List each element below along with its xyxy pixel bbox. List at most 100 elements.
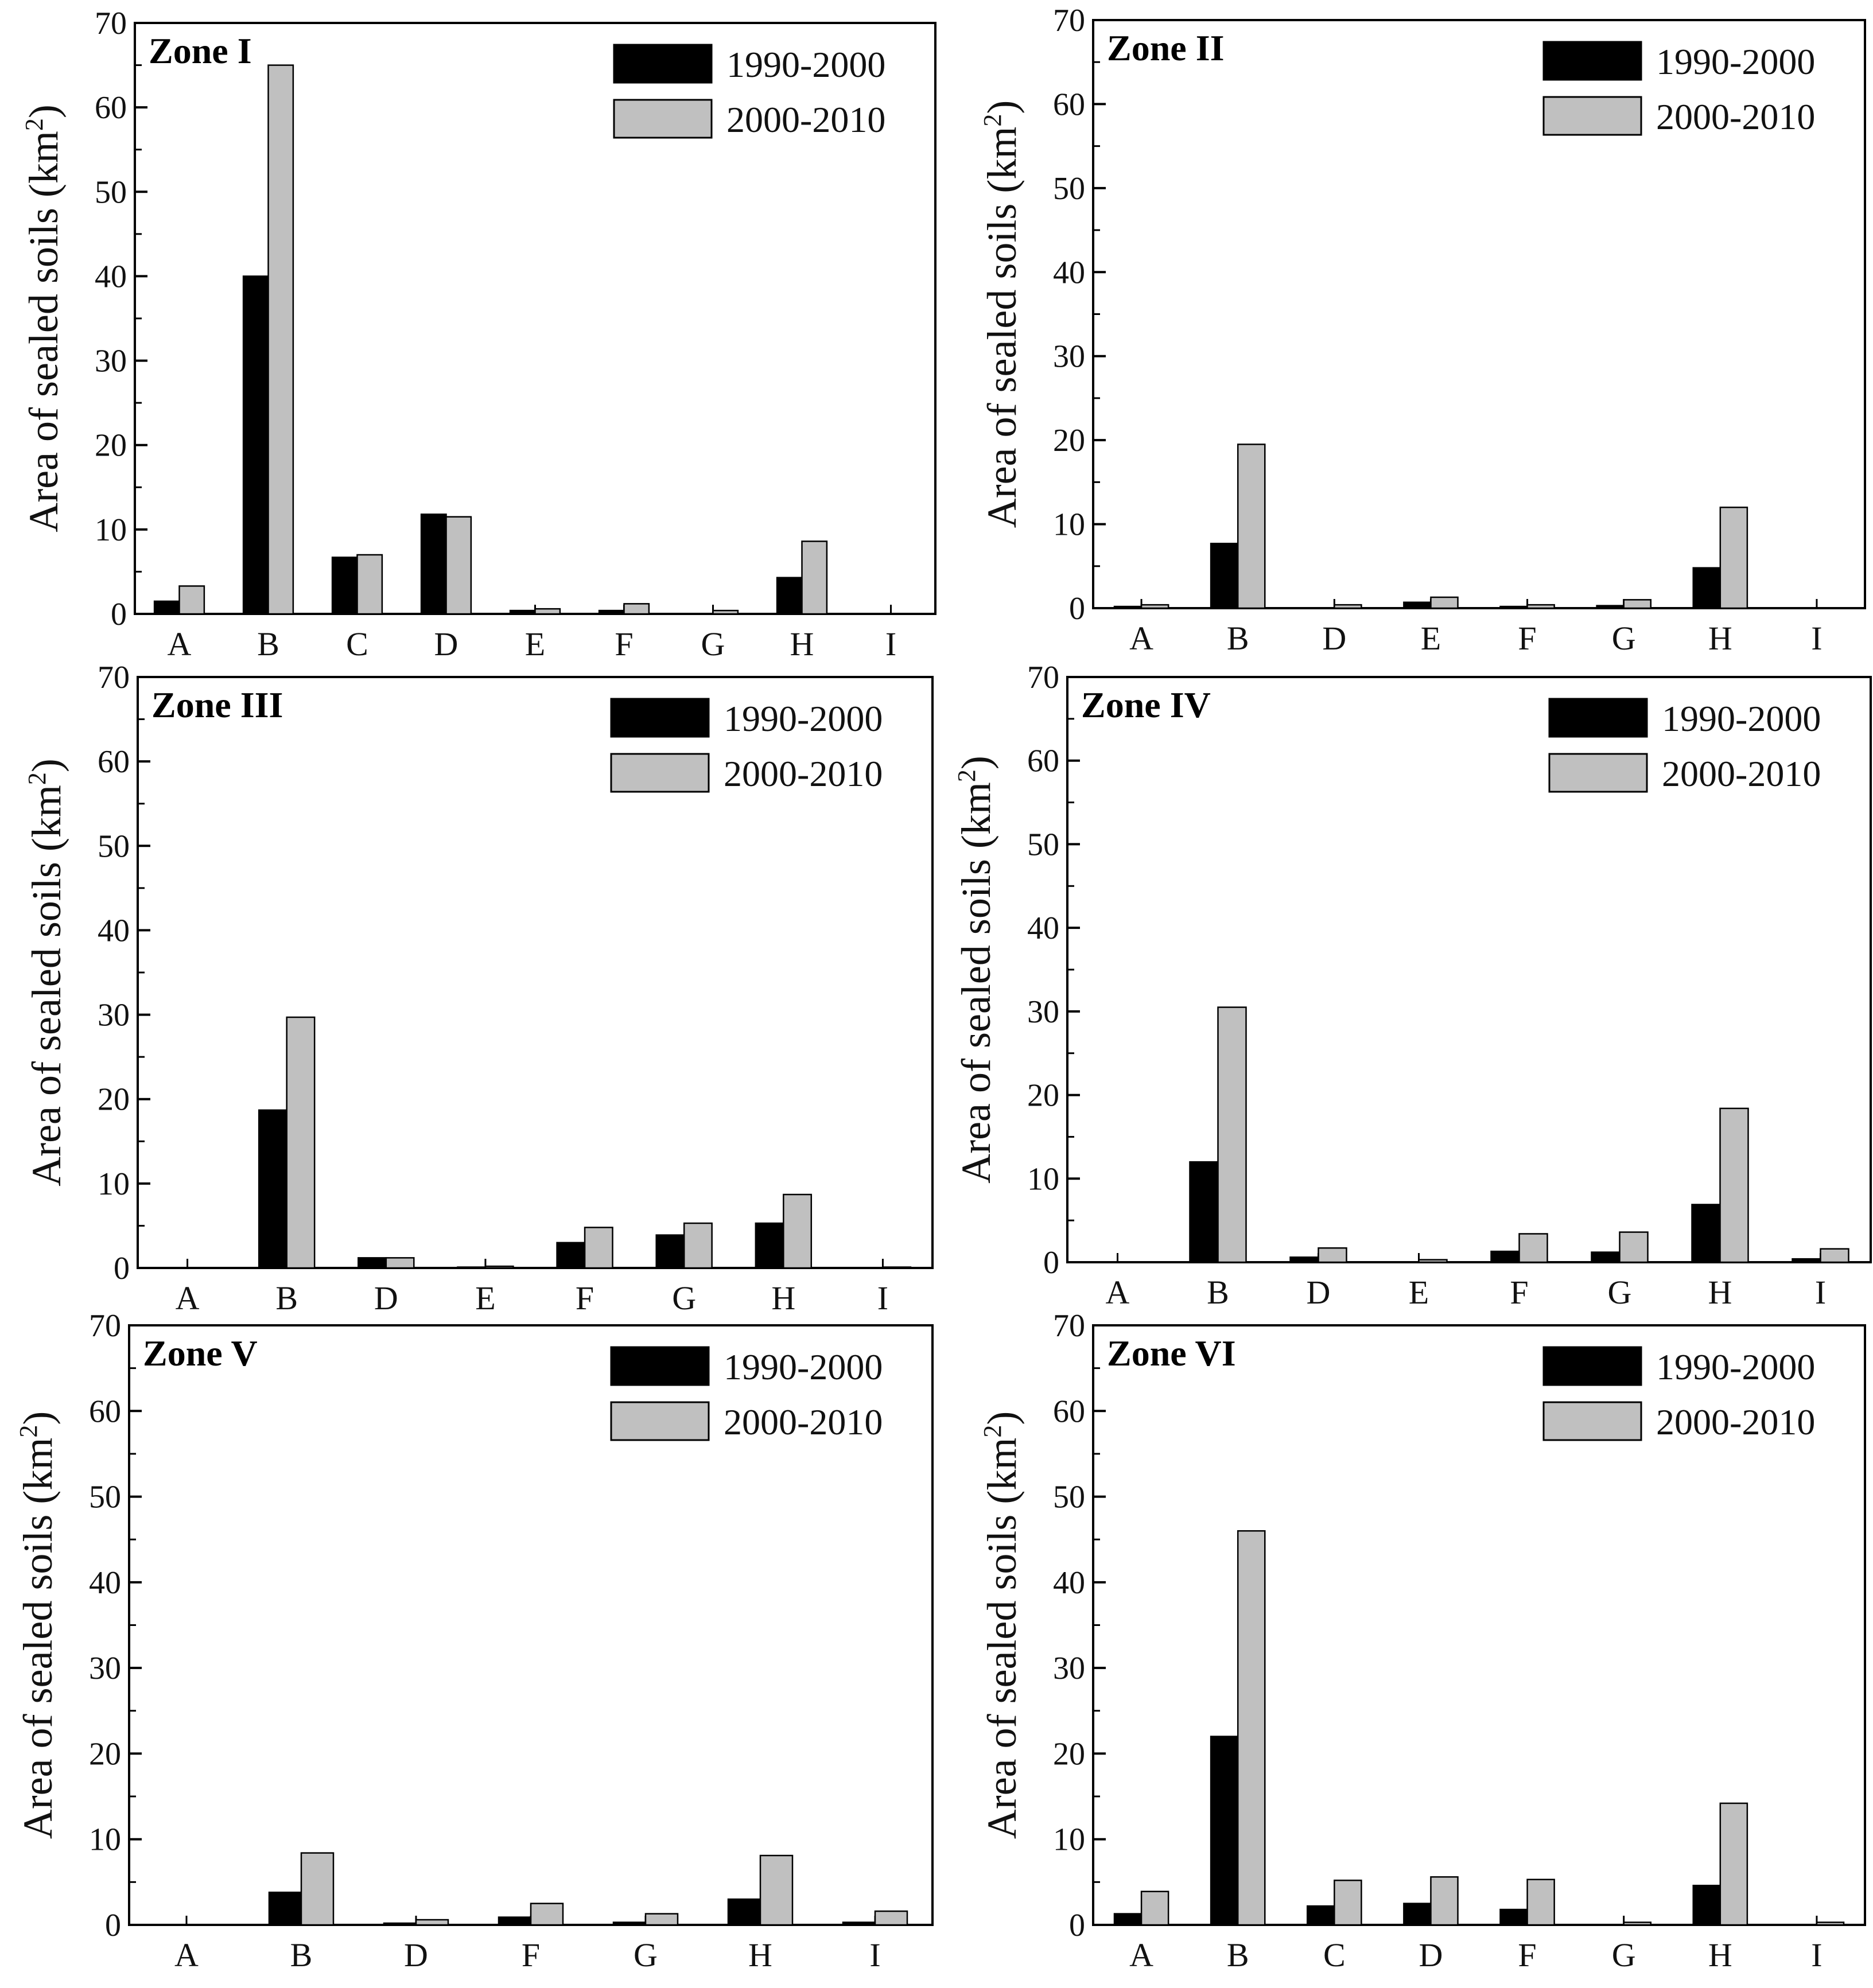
x-category-label: H: [790, 625, 814, 663]
legend-swatch: [610, 1401, 710, 1441]
y-axis-label-close: ): [21, 104, 67, 118]
bar-H-2000-2010: [759, 1854, 794, 1926]
bar-B-1990-2000: [1210, 1736, 1239, 1926]
x-category-label: E: [525, 625, 545, 663]
bar-B-2000-2010: [267, 64, 294, 615]
x-category-label: C: [346, 625, 368, 663]
y-axis-label: Area of sealed soils (km2): [978, 100, 1025, 528]
legend-label: 1990-2000: [724, 1347, 883, 1387]
panel-title: Zone II: [1107, 28, 1225, 68]
y-axis-label: Area of sealed soils (km2): [20, 104, 67, 532]
x-category-label: H: [1708, 1936, 1732, 1974]
y-tick-label: 60: [1053, 87, 1085, 122]
bar-B-2000-2010: [1237, 1530, 1266, 1926]
x-category-label: D: [434, 625, 458, 663]
bar-I-2000-2010: [882, 1266, 912, 1269]
y-axis-label-close: ): [979, 100, 1025, 114]
y-axis-label-main: Area of sealed soils (km: [979, 127, 1025, 528]
y-tick-label: 70: [89, 1308, 121, 1344]
y-tick-label: 10: [1053, 1822, 1085, 1858]
x-category-label: F: [522, 1936, 540, 1974]
y-tick-label: 0: [111, 597, 127, 632]
y-tick-label: 0: [105, 1908, 121, 1943]
y-tick-label: 0: [1069, 591, 1085, 627]
bar-H-1990-2000: [1692, 1885, 1722, 1926]
y-tick-label: 20: [95, 428, 127, 464]
x-category-label: D: [404, 1936, 428, 1974]
x-category-label: A: [176, 1279, 200, 1317]
bar-F-1990-2000: [598, 609, 625, 615]
legend-swatch: [613, 44, 713, 84]
x-category-label: G: [634, 1936, 658, 1974]
legend-swatch: [610, 753, 710, 793]
y-tick-label: 0: [1069, 1908, 1085, 1943]
bar-I-2000-2010: [1820, 1248, 1849, 1263]
bar-H-1990-2000: [776, 577, 803, 615]
x-category-label: G: [1608, 1274, 1632, 1311]
y-tick-label: 60: [98, 744, 130, 780]
y-axis-label-main: Area of sealed soils (km: [24, 785, 69, 1186]
y-axis-label-main: Area of sealed soils (km: [21, 131, 67, 532]
legend-swatch: [1548, 753, 1648, 793]
y-axis-label-sup: 2: [953, 769, 981, 782]
bar-H-1990-2000: [1692, 567, 1722, 609]
bar-H-2000-2010: [1719, 1107, 1749, 1263]
bar-B-1990-2000: [268, 1892, 302, 1926]
y-tick-label: 70: [1053, 3, 1085, 38]
x-category-label: B: [290, 1936, 313, 1974]
x-category-label: A: [1129, 620, 1153, 657]
legend-label: 1990-2000: [724, 698, 883, 739]
x-category-label: H: [1708, 1274, 1732, 1311]
y-tick-label: 40: [1053, 1565, 1085, 1601]
x-category-label: I: [885, 625, 896, 663]
y-tick-label: 10: [95, 512, 127, 548]
bar-H-2000-2010: [1719, 507, 1748, 609]
legend-label: 1990-2000: [726, 44, 885, 85]
legend-label: 2000-2010: [726, 99, 885, 140]
legend-swatch: [610, 698, 710, 738]
x-category-label: G: [1612, 620, 1636, 657]
panel-title: Zone IV: [1081, 684, 1211, 725]
y-axis-label-sup: 2: [978, 1425, 1007, 1438]
x-category-label: H: [1708, 620, 1732, 657]
y-axis-label: Area of sealed soils (km2): [14, 1411, 61, 1839]
bar-A-2000-2010: [1140, 1890, 1169, 1926]
x-category-label: I: [877, 1279, 888, 1317]
bar-C-2000-2010: [356, 554, 383, 615]
bar-B-1990-2000: [1210, 543, 1239, 609]
panel-title: Zone V: [143, 1333, 258, 1374]
bar-B-2000-2010: [300, 1852, 335, 1926]
x-category-label: E: [1421, 620, 1441, 657]
bar-I-2000-2010: [874, 1910, 908, 1926]
y-tick-label: 40: [95, 259, 127, 294]
x-category-label: A: [174, 1936, 199, 1974]
y-tick-label: 0: [114, 1251, 130, 1286]
y-tick-label: 10: [1053, 507, 1085, 543]
bar-H-1990-2000: [727, 1898, 761, 1926]
x-category-label: A: [1106, 1274, 1130, 1311]
bar-I-2000-2010: [1816, 1921, 1845, 1926]
y-axis-label-sup: 2: [14, 1425, 42, 1438]
y-axis-label-sup: 2: [23, 772, 51, 785]
bar-A-1990-2000: [1113, 605, 1143, 609]
y-tick-label: 60: [89, 1394, 121, 1429]
y-tick-label: 50: [89, 1480, 121, 1515]
x-category-label: C: [1323, 1936, 1346, 1974]
y-tick-label: 60: [1053, 1394, 1085, 1429]
panel-title: Zone III: [151, 684, 283, 725]
bar-B-2000-2010: [1237, 443, 1266, 609]
y-tick-label: 30: [1053, 339, 1085, 375]
bar-G-2000-2010: [644, 1913, 679, 1926]
legend-label: 1990-2000: [1656, 1347, 1815, 1387]
x-category-label: A: [1129, 1936, 1153, 1974]
y-tick-label: 40: [1053, 255, 1085, 290]
legend-swatch: [610, 1346, 710, 1386]
y-axis-label-close: ): [979, 1411, 1025, 1425]
bar-D-1990-2000: [383, 1922, 417, 1926]
bar-F-1990-2000: [1499, 1908, 1528, 1926]
bar-G-2000-2010: [1619, 1231, 1649, 1263]
